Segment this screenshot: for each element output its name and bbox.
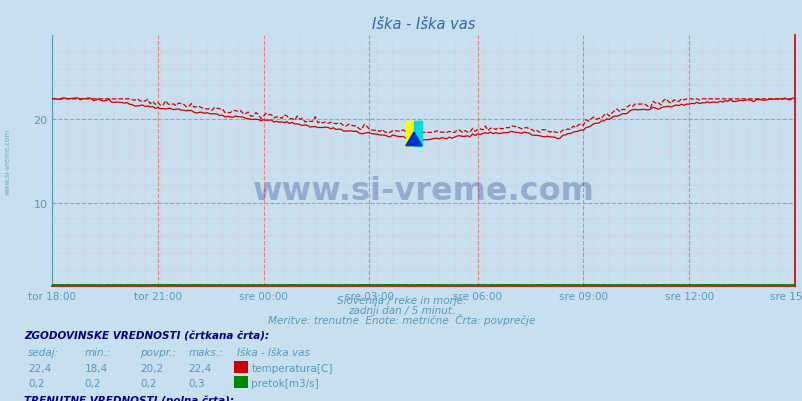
Text: www.si-vreme.com: www.si-vreme.com bbox=[5, 128, 11, 194]
Text: Slovenija / reke in morje.: Slovenija / reke in morje. bbox=[336, 295, 466, 305]
Text: maks.:: maks.: bbox=[188, 347, 223, 357]
Polygon shape bbox=[405, 133, 422, 146]
Text: 0,3: 0,3 bbox=[188, 378, 205, 388]
Text: Iška - Iška vas: Iška - Iška vas bbox=[237, 347, 310, 357]
Text: ZGODOVINSKE VREDNOSTI (črtkana črta):: ZGODOVINSKE VREDNOSTI (črtkana črta): bbox=[24, 331, 269, 341]
Text: zadnji dan / 5 minut.: zadnji dan / 5 minut. bbox=[347, 305, 455, 315]
Title: Iška - Iška vas: Iška - Iška vas bbox=[371, 17, 475, 32]
Text: povpr.:: povpr.: bbox=[140, 347, 176, 357]
Text: 22,4: 22,4 bbox=[188, 363, 212, 373]
Text: pretok[m3/s]: pretok[m3/s] bbox=[251, 378, 318, 388]
Text: TRENUTNE VREDNOSTI (polna črta):: TRENUTNE VREDNOSTI (polna črta): bbox=[24, 394, 234, 401]
Text: 0,2: 0,2 bbox=[84, 378, 101, 388]
Text: min.:: min.: bbox=[84, 347, 111, 357]
Text: temperatura[C]: temperatura[C] bbox=[251, 363, 332, 373]
Text: 20,2: 20,2 bbox=[140, 363, 164, 373]
Bar bbox=[413, 121, 422, 146]
Text: sedaj:: sedaj: bbox=[28, 347, 59, 357]
Text: 18,4: 18,4 bbox=[84, 363, 107, 373]
Text: 0,2: 0,2 bbox=[28, 378, 45, 388]
Bar bbox=[405, 121, 413, 146]
Text: 0,2: 0,2 bbox=[140, 378, 157, 388]
Text: 22,4: 22,4 bbox=[28, 363, 51, 373]
Text: www.si-vreme.com: www.si-vreme.com bbox=[253, 176, 593, 207]
Text: Meritve: trenutne  Enote: metrične  Črta: povprečje: Meritve: trenutne Enote: metrične Črta: … bbox=[268, 313, 534, 325]
